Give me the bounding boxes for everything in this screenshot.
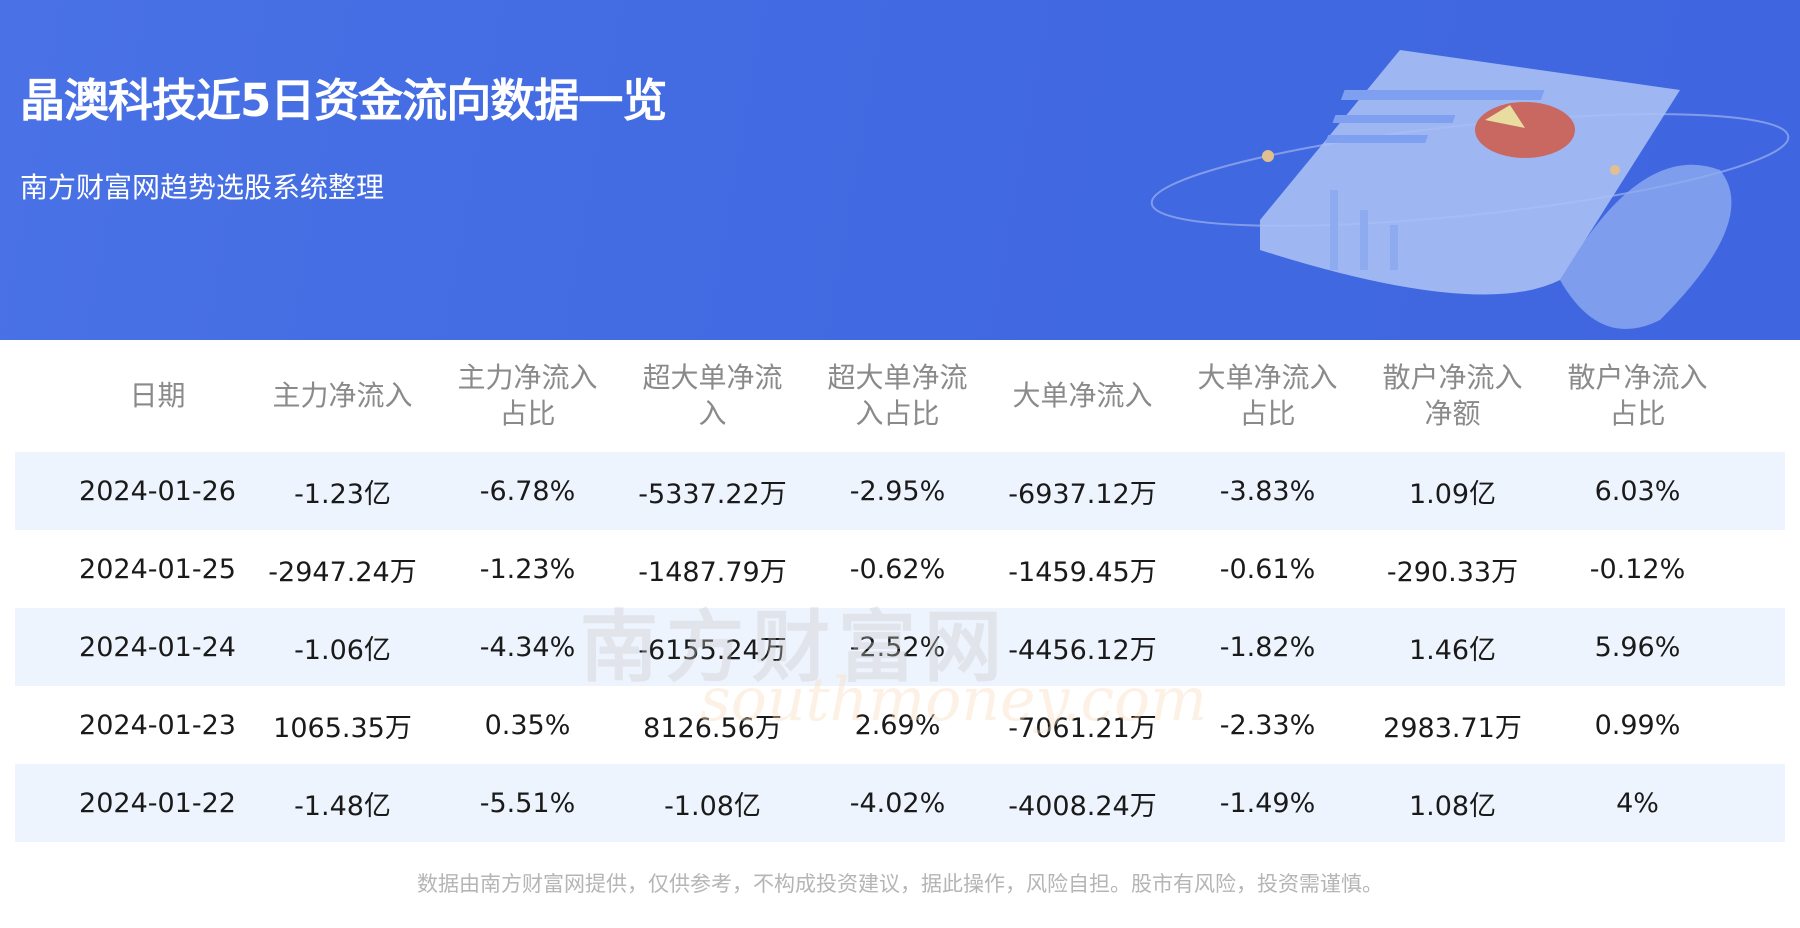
table-cell: 6.03% <box>1594 475 1681 507</box>
column-header: 超大单净流 入占比 <box>827 361 968 430</box>
column-header: 日期 <box>129 379 186 412</box>
table-cell: 1.09亿 <box>1408 478 1497 510</box>
page-subtitle: 南方财富网趋势选股系统整理 <box>20 171 385 204</box>
table-cell: 4% <box>1616 787 1659 819</box>
table-cell: -4456.12万 <box>1008 634 1157 666</box>
table-cell: -7061.21万 <box>1008 712 1157 744</box>
table-cell: 1065.35万 <box>273 712 412 744</box>
table-cell: 0.99% <box>1594 709 1681 741</box>
table-cell: -0.61% <box>1219 553 1316 585</box>
column-header: 散户净流入 占比 <box>1567 361 1708 430</box>
column-header: 大单净流入 <box>1012 379 1153 412</box>
table-cell: -0.62% <box>849 553 946 585</box>
column-header: 散户净流入 净额 <box>1382 361 1523 430</box>
table-cell: 2024-01-26 <box>79 475 236 507</box>
table-cell: -1.08亿 <box>664 790 761 822</box>
table-cell: 2.69% <box>854 709 941 741</box>
table-cell: -6.78% <box>479 475 576 507</box>
column-header: 主力净流入 占比 <box>457 361 598 430</box>
table-cell: -1487.79万 <box>638 556 787 588</box>
table-row: 2024-01-26 -1.23亿 -6.78% -5337.22万 -2.95% -69… <box>15 452 1785 530</box>
table-row: 2024-01-25 -2947.24万 -1.23% -1487.79万 -0.62%… <box>15 530 1785 608</box>
table-cell: 0.35% <box>484 709 571 741</box>
table-cell: 8126.56万 <box>643 712 782 744</box>
table-cell: -1459.45万 <box>1008 556 1157 588</box>
table-cell: 1.46亿 <box>1408 634 1497 666</box>
table-cell: -2.95% <box>849 475 946 507</box>
column-header: 超大单净流 入 <box>642 361 783 430</box>
table-cell: 2024-01-25 <box>79 553 236 585</box>
table-cell: -5337.22万 <box>638 478 787 510</box>
page-title: 晶澳科技近5日资金流向数据一览 <box>20 74 667 127</box>
table-cell: -1.82% <box>1219 631 1316 663</box>
column-header: 主力净流入 <box>272 379 413 412</box>
table-row: 2024-01-23 1065.35万 0.35% 8126.56万 2.69% -706… <box>15 686 1785 764</box>
table-cell: -1.23亿 <box>294 478 391 510</box>
table-cell: -4008.24万 <box>1008 790 1157 822</box>
table-row: 2024-01-22 -1.48亿 -5.51% -1.08亿 -4.02% -4008.… <box>15 764 1785 842</box>
table-cell: -2.52% <box>849 631 946 663</box>
table-cell: 2024-01-23 <box>79 709 236 741</box>
table-cell: -3.83% <box>1219 475 1316 507</box>
column-header: 大单净流入 占比 <box>1197 361 1338 430</box>
table-cell: -1.06亿 <box>294 634 391 666</box>
header-banner: 晶澳科技近5日资金流向数据一览 南方财富网趋势选股系统整理 <box>0 0 1800 340</box>
table-cell: -0.12% <box>1589 553 1686 585</box>
table-cell: -2.33% <box>1219 709 1316 741</box>
table-cell: -1.48亿 <box>294 790 391 822</box>
table-row: 2024-01-24 -1.06亿 -4.34% -6155.24万 -2.52% -44… <box>15 608 1785 686</box>
table-header-row: 日期 主力净流入 主力净流入 占比 超大单净流 入超大单净流 入占比 大单净流入 大单净流… <box>15 340 1785 452</box>
report-illustration-icon <box>1150 50 1790 329</box>
table-cell: -5.51% <box>479 787 576 819</box>
table-cell: -290.33万 <box>1386 556 1519 588</box>
table-cell: -1.23% <box>479 553 576 585</box>
table-cell: 2024-01-22 <box>79 787 236 819</box>
table-cell: -4.02% <box>849 787 946 819</box>
table-cell: -6937.12万 <box>1008 478 1157 510</box>
table-cell: -1.49% <box>1219 787 1316 819</box>
disclaimer-footer: 数据由南方财富网提供，仅供参考，不构成投资建议，据此操作，风险自担。股市有风险，… <box>417 872 1383 896</box>
table-cell: -6155.24万 <box>638 634 787 666</box>
table-cell: -2947.24万 <box>268 556 417 588</box>
table-cell: 5.96% <box>1594 631 1681 663</box>
table-cell: 2983.71万 <box>1383 712 1522 744</box>
table-cell: 1.08亿 <box>1408 790 1497 822</box>
table-cell: -4.34% <box>479 631 576 663</box>
table-cell: 2024-01-24 <box>79 631 236 663</box>
fund-flow-table: 日期 主力净流入 主力净流入 占比 超大单净流 入超大单净流 入占比 大单净流入 大单净流… <box>15 340 1785 842</box>
